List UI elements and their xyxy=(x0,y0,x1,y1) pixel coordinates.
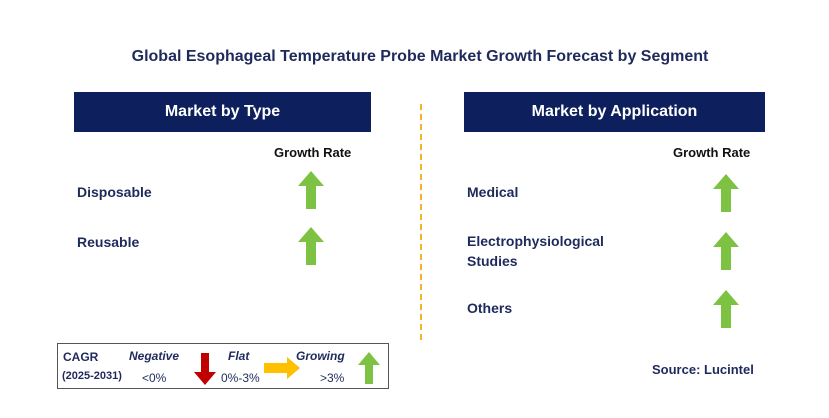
legend-negative-range: <0% xyxy=(142,371,167,385)
growing-arrow-icon xyxy=(298,227,324,265)
panel-header-application: Market by Application xyxy=(464,92,765,132)
growing-arrow-icon xyxy=(713,174,739,212)
legend-negative-label: Negative xyxy=(129,349,180,363)
source-label: Source: Lucintel xyxy=(652,362,754,377)
row-label-reusable: Reusable xyxy=(77,234,140,250)
row-label-line: Studies xyxy=(467,253,518,269)
page-title: Global Esophageal Temperature Probe Mark… xyxy=(131,48,709,65)
legend-flat-range: 0%-3% xyxy=(221,371,260,385)
legend-growing-label: Growing xyxy=(296,349,345,363)
row-label-electrophysiological-studies: Electrophysiological Studies xyxy=(467,231,604,271)
growing-arrow-icon xyxy=(358,352,380,384)
growth-rate-header-application: Growth Rate xyxy=(673,145,751,160)
growing-arrow-icon xyxy=(713,232,739,270)
row-label-medical: Medical xyxy=(467,184,519,200)
legend-cagr-label: CAGR xyxy=(63,350,99,364)
row-label-others: Others xyxy=(467,300,513,316)
legend-flat-label: Flat xyxy=(228,349,250,363)
row-label-disposable: Disposable xyxy=(77,184,152,200)
legend-period: (2025-2031) xyxy=(62,370,122,382)
flat-arrow-icon xyxy=(264,357,300,379)
row-label-line: Electrophysiological xyxy=(467,233,604,249)
growing-arrow-icon xyxy=(298,171,324,209)
cagr-legend: CAGR (2025-2031) Negative <0% Flat 0%-3%… xyxy=(57,343,389,389)
negative-arrow-icon xyxy=(194,353,216,385)
growing-arrow-icon xyxy=(713,290,739,328)
panel-header-type: Market by Type xyxy=(74,92,371,132)
panel-divider xyxy=(420,104,422,340)
growth-rate-header-type: Growth Rate xyxy=(274,145,352,160)
legend-growing-range: >3% xyxy=(320,371,345,385)
